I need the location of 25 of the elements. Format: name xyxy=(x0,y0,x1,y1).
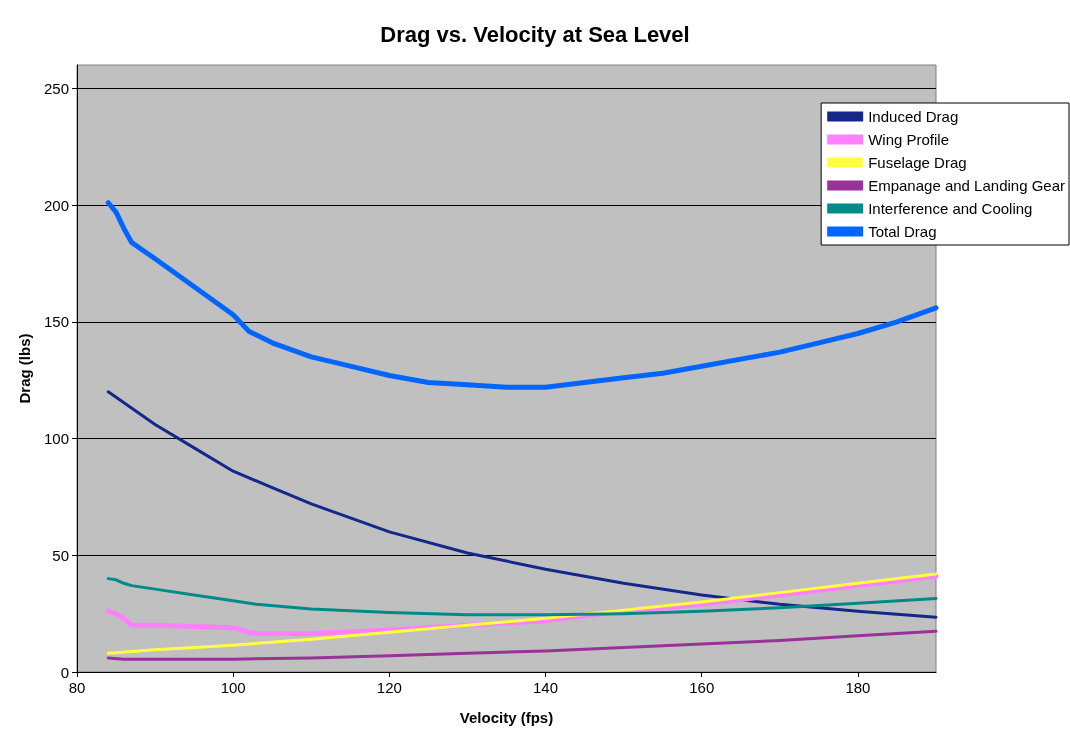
x-tick-label: 180 xyxy=(845,679,871,696)
y-tick-label: 200 xyxy=(43,196,69,214)
y-tick-label: 150 xyxy=(43,313,69,331)
y-axis-title: Drag (lbs) xyxy=(16,333,33,404)
legend-label: Interference and Cooling xyxy=(868,200,1033,217)
legend-label: Fuselage Drag xyxy=(868,154,967,171)
legend-label: Wing Profile xyxy=(868,131,950,148)
x-tick-label: 160 xyxy=(689,679,715,696)
line-series xyxy=(106,572,938,655)
line-series xyxy=(106,390,938,619)
y-tick-label: 250 xyxy=(43,79,69,97)
y-tick-label: 0 xyxy=(60,663,69,681)
x-tick-label: 120 xyxy=(376,679,402,696)
x-tick-label: 140 xyxy=(533,679,559,696)
chart-title: Drag vs. Velocity at Sea Level xyxy=(380,21,690,47)
line-series xyxy=(106,577,938,617)
legend-label: Empanage and Landing Gear xyxy=(868,177,1066,194)
legend-label: Induced Drag xyxy=(868,108,959,125)
line-series xyxy=(106,629,938,661)
y-tick-label: 50 xyxy=(52,546,69,564)
x-tick-label: 100 xyxy=(220,679,246,696)
y-tick-label: 100 xyxy=(43,430,69,448)
x-axis-title: Velocity (fps) xyxy=(459,709,554,726)
legend-label: Total Drag xyxy=(868,223,937,240)
x-tick-label: 80 xyxy=(68,679,86,696)
